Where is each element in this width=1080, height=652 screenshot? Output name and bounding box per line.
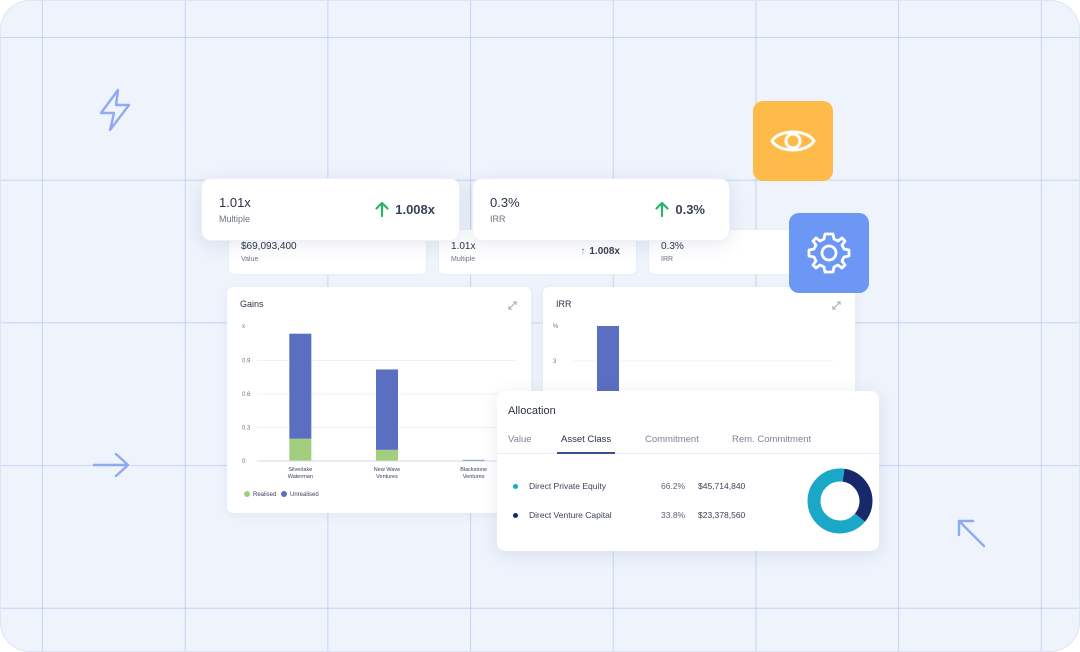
- y-tick-label: 0.6: [242, 392, 251, 398]
- legend-label-unrealised: Unrealised: [290, 492, 319, 498]
- expand-icon[interactable]: [832, 301, 841, 310]
- allocation-name: Direct Venture Capital: [529, 510, 612, 520]
- allocation-pct: 33.8%: [661, 510, 686, 520]
- allocation-title: Allocation: [508, 405, 556, 417]
- allocation-donut-chart: [807, 468, 873, 534]
- arrow-up-icon: [375, 201, 389, 217]
- arrow-up-icon: [655, 201, 669, 217]
- allocation-card: Allocation Value Asset Class Commitment …: [497, 391, 879, 551]
- bar-irr: [597, 326, 619, 397]
- allocation-pct: 66.2%: [661, 481, 686, 491]
- bar-unrealised: [376, 369, 398, 450]
- mini-label: Multiple: [451, 256, 476, 263]
- stat-delta: 1.008x: [375, 201, 435, 217]
- gains-title: Gains: [240, 299, 264, 309]
- dashboard-preview: $69,093,400 Value 1.01x Multiple ↑ 1.008x…: [227, 229, 855, 514]
- mini-delta-value: 1.008x: [589, 246, 620, 257]
- stat-delta-value: 0.3%: [675, 202, 705, 217]
- expand-icon[interactable]: [508, 301, 517, 310]
- x-tick-label: Blackstone: [460, 467, 487, 473]
- tab-rem-commitment[interactable]: Rem. Commitment: [732, 434, 812, 445]
- x-tick-label: Ventures: [463, 474, 485, 480]
- tab-asset-class[interactable]: Asset Class: [557, 433, 616, 454]
- y-axis-unit: %: [553, 324, 559, 330]
- mini-value: $69,093,400: [241, 241, 297, 252]
- bar-realised: [376, 449, 398, 461]
- x-tick-label: Ventures: [376, 474, 398, 480]
- y-axis-unit: x: [242, 324, 245, 330]
- stat-label: IRR: [490, 214, 506, 224]
- gear-tile[interactable]: [789, 213, 869, 293]
- legend-marker-unrealised: [281, 491, 287, 497]
- stat-value: 1.01x: [219, 195, 251, 210]
- tab-commitment[interactable]: Commitment: [645, 434, 699, 445]
- eye-icon: [770, 130, 816, 152]
- gear-icon: [807, 232, 851, 274]
- multiple-stat-card: 1.01x Multiple 1.008x: [201, 178, 460, 241]
- bar-realised: [289, 438, 312, 461]
- y-tick-label: 0.9: [242, 359, 251, 365]
- stat-delta-value: 1.008x: [395, 202, 435, 217]
- irr-stat-card: 0.3% IRR 0.3%: [472, 178, 730, 241]
- mini-label: IRR: [661, 256, 674, 263]
- legend-label-realised: Realised: [253, 492, 276, 498]
- donut-slice: [807, 468, 873, 534]
- x-tick-label: Silverlake: [288, 467, 312, 473]
- allocation-name: Direct Private Equity: [529, 481, 606, 491]
- allocation-amount: $23,378,560: [698, 510, 746, 520]
- x-tick-label: New Wave: [374, 467, 400, 473]
- y-tick-label: 0.3: [242, 426, 251, 432]
- mini-delta: ↑ 1.008x: [580, 246, 620, 257]
- stat-delta: 0.3%: [655, 201, 705, 217]
- arrow-up-icon: ↑: [580, 246, 586, 257]
- stat-label: Multiple: [219, 214, 251, 224]
- arrow-right-icon: [92, 452, 130, 478]
- legend-dot: [513, 484, 518, 489]
- bar-unrealised: [462, 459, 485, 461]
- allocation-amount: $45,714,840: [698, 481, 746, 491]
- bar-unrealised: [289, 333, 312, 439]
- y-tick-label: 0: [242, 459, 246, 465]
- arrow-up-left-icon: [957, 519, 986, 548]
- tab-value[interactable]: Value: [508, 434, 532, 445]
- x-tick-label: Waterman: [288, 474, 313, 480]
- gains-panel: Gains x 0 0.3 0.6 0.9 Silverlake Waterman New W…: [227, 287, 531, 513]
- mini-label: Value: [241, 256, 259, 263]
- legend-marker-realised: [244, 491, 250, 497]
- stat-value: 0.3%: [490, 195, 520, 210]
- allocation-tabs: Value Asset Class Commitment Rem. Commit…: [497, 433, 879, 454]
- donut-slice: [807, 468, 873, 534]
- mini-value: 1.01x: [451, 241, 476, 252]
- irr-panel: IRR % 3: [543, 287, 855, 397]
- y-tick-label: 3: [553, 359, 557, 365]
- irr-bar-chart: %3: [553, 324, 833, 397]
- lightning-icon: [99, 88, 131, 132]
- mini-value: 0.3%: [661, 241, 684, 252]
- irr-title: IRR: [556, 299, 572, 309]
- legend-dot: [513, 513, 518, 518]
- eye-tile[interactable]: [753, 101, 833, 181]
